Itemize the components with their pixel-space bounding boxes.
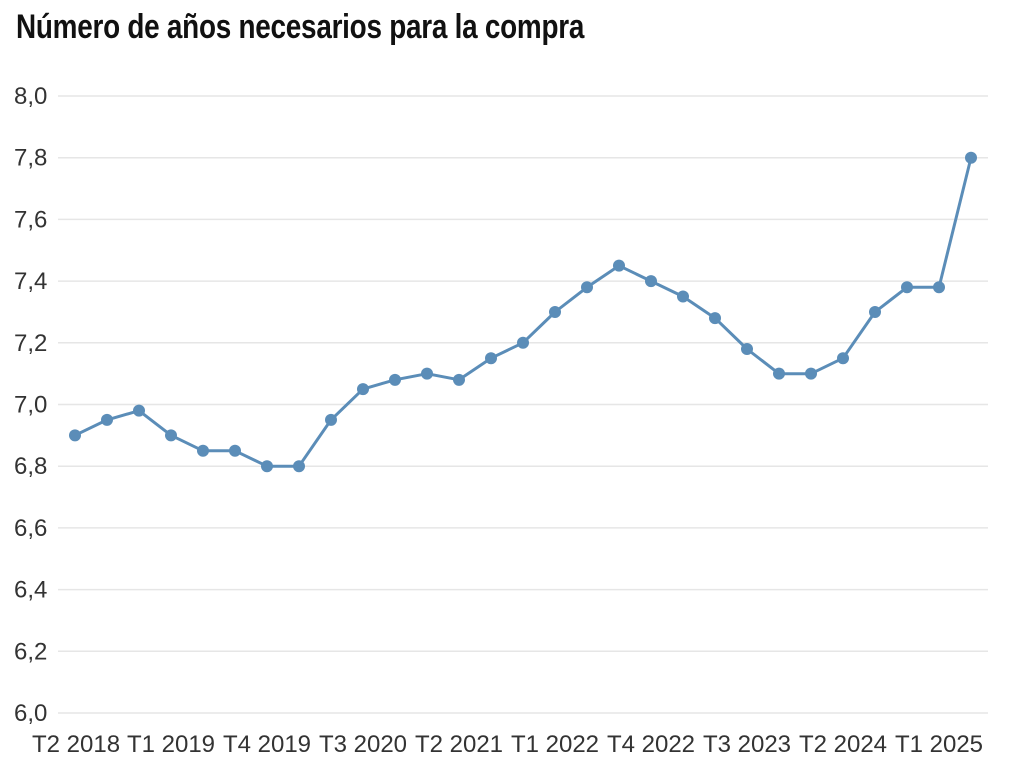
y-tick-label: 7,2 xyxy=(14,330,47,357)
x-tick-label: T1 2022 xyxy=(511,731,599,758)
data-point[interactable]: T1 2021: 7,1 xyxy=(421,367,433,380)
y-tick-label: 7,6 xyxy=(14,206,47,233)
data-point[interactable]: T1 2019: 6,9 xyxy=(165,429,177,442)
y-tick-label: 6,0 xyxy=(14,700,47,727)
y-axis-ticks: 6,0 6,2 6,4 6,6 6,8 7,0 7,2 7,4 7,6 7,8 8,0 xyxy=(14,83,47,727)
data-point[interactable]: T3 2018: 7,0 xyxy=(101,413,113,426)
data-point[interactable]: T3 2022: 7,5 xyxy=(613,259,625,272)
data-point[interactable]: T2 2024: 7,2 xyxy=(837,352,849,365)
data-point[interactable]: T2 2018: 6,9 xyxy=(69,429,81,442)
x-axis-ticks: T2 2018 T1 2019 T4 2019 T3 2020 T2 2021 T1 20… xyxy=(32,731,983,758)
data-point[interactable]: T1 2024: 7,1 xyxy=(805,367,817,380)
x-tick-label: T2 2018 xyxy=(32,731,120,758)
x-tick-label: T2 2024 xyxy=(799,731,887,758)
y-tick-label: 8,0 xyxy=(14,83,47,110)
data-point[interactable]: T1 2020: 6,8 xyxy=(293,460,305,473)
x-tick-label: T3 2020 xyxy=(319,731,407,758)
data-point[interactable]: T4 2020: 7,1 xyxy=(389,373,401,386)
data-point[interactable]: T4 2024: 7,4 xyxy=(901,281,913,294)
data-point[interactable]: T2 2022: 7,4 xyxy=(581,281,593,294)
data-point[interactable]: T4 2018: 7,0 xyxy=(133,404,145,417)
x-tick-label: T4 2019 xyxy=(223,731,311,758)
data-point[interactable]: T2 2021: 7,1 xyxy=(453,373,465,386)
gridlines xyxy=(58,95,988,714)
chart-title: Número de años necesarios para la compra xyxy=(16,8,585,46)
x-tick-label: T4 2022 xyxy=(607,731,695,758)
y-tick-label: 7,0 xyxy=(14,392,47,419)
y-tick-label: 6,8 xyxy=(14,453,47,480)
data-point[interactable]: T3 2023: 7,2 xyxy=(741,342,753,355)
data-point[interactable]: T4 2019: 6,8 xyxy=(261,460,273,473)
data-point[interactable]: T1 2023: 7,3 xyxy=(677,290,689,303)
data-point[interactable]: T3 2024: 7,3 xyxy=(869,305,881,318)
data-point[interactable]: T3 2021: 7,2 xyxy=(485,352,497,365)
data-point[interactable]: T4 2021: 7,2 xyxy=(517,336,529,349)
y-tick-label: 7,4 xyxy=(14,268,47,295)
data-point[interactable]: T2 2019: 6,8 xyxy=(197,444,209,457)
data-point[interactable]: T4 2022: 7,4 xyxy=(645,275,657,288)
series-line xyxy=(73,156,973,468)
data-point[interactable]: T1 2022: 7,3 xyxy=(549,305,561,318)
x-tick-label: T1 2019 xyxy=(127,731,215,758)
x-tick-label: T1 2025 xyxy=(895,731,983,758)
y-tick-label: 6,4 xyxy=(14,577,47,604)
y-tick-label: 6,2 xyxy=(14,638,47,665)
y-tick-label: 7,8 xyxy=(14,145,47,172)
data-point[interactable]: T2 2020: 7,0 xyxy=(325,413,337,426)
data-point[interactable]: T3 2019: 6,8 xyxy=(229,444,241,457)
data-point[interactable]: T2 2023: 7,3 xyxy=(709,312,721,325)
data-point[interactable]: T4 2023: 7,1 xyxy=(773,367,785,380)
y-tick-label: 6,6 xyxy=(14,515,47,542)
x-tick-label: T3 2023 xyxy=(703,731,791,758)
data-point[interactable]: T2 2025: 7,8 xyxy=(965,151,977,164)
x-tick-label: T2 2021 xyxy=(415,731,503,758)
series-layer: T2 2018: 6,9 T3 2018: 7,0 T4 2018: 7,0 T1 2… xyxy=(69,151,977,473)
data-point[interactable]: T1 2025: 7,4 xyxy=(933,281,945,294)
data-point[interactable]: T3 2020: 7,0 xyxy=(357,383,369,396)
